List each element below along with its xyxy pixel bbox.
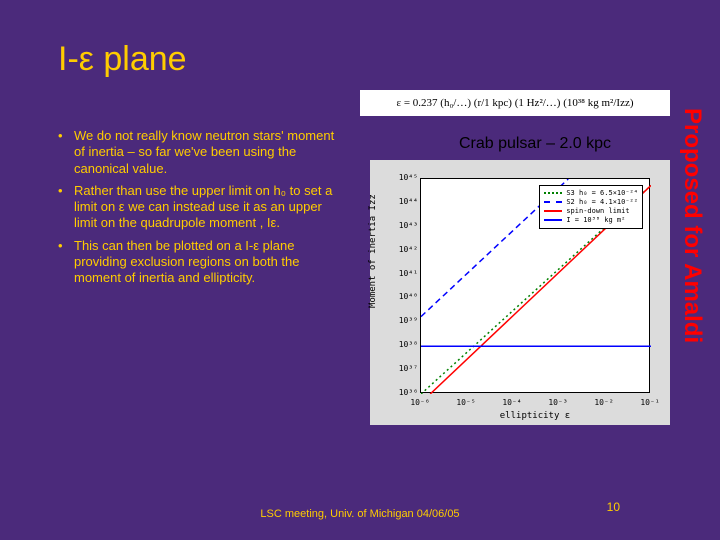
legend-label: spin-down limit <box>566 207 629 215</box>
xtick: 10⁻² <box>594 398 613 407</box>
xtick: 10⁻⁴ <box>502 398 521 407</box>
legend-swatch <box>544 219 562 221</box>
legend-swatch <box>544 201 562 203</box>
legend-label: S2 h₀ = 4.1×10⁻²² <box>566 198 638 206</box>
ytick: 10⁴³ <box>390 221 418 230</box>
page-title: I-ε plane <box>58 40 187 79</box>
legend-label: S3 h₀ = 6.5×10⁻²⁴ <box>566 189 638 197</box>
ytick: 10³⁸ <box>390 340 418 349</box>
ytick: 10³⁷ <box>390 364 418 373</box>
bullet-item: This can then be plotted on a I-ε plane … <box>58 238 338 287</box>
ytick: 10⁴⁵ <box>390 173 418 182</box>
xtick: 10⁻⁵ <box>456 398 475 407</box>
xtick: 10⁻³ <box>548 398 567 407</box>
chart-xlabel: ellipticity ε <box>420 411 650 421</box>
legend-swatch <box>544 210 562 212</box>
chart-legend: S3 h₀ = 6.5×10⁻²⁴S2 h₀ = 4.1×10⁻²²spin-d… <box>539 185 643 229</box>
plot-area: S3 h₀ = 6.5×10⁻²⁴S2 h₀ = 4.1×10⁻²²spin-d… <box>420 178 650 393</box>
bullet-list: We do not really know neutron stars' mom… <box>58 128 338 292</box>
bullet-item: We do not really know neutron stars' mom… <box>58 128 338 177</box>
chart: Moment of inertia Izz S3 h₀ = 6.5×10⁻²⁴S… <box>370 160 670 425</box>
legend-swatch <box>544 192 562 194</box>
legend-row: S2 h₀ = 4.1×10⁻²² <box>544 198 638 206</box>
xtick: 10⁻⁶ <box>410 398 429 407</box>
legend-row: spin-down limit <box>544 207 638 215</box>
ytick: 10³⁹ <box>390 316 418 325</box>
equation-box: ε = 0.237 (h₀/…) (r/1 kpc) (1 Hz²/…) (10… <box>360 90 670 116</box>
chart-title: Crab pulsar – 2.0 kpc <box>395 135 675 153</box>
ytick: 10⁴⁴ <box>390 197 418 206</box>
ytick: 10⁴² <box>390 245 418 254</box>
legend-row: I = 10³⁸ kg m² <box>544 216 638 224</box>
bullet-item: Rather than use the upper limit on h₀ to… <box>58 183 338 232</box>
page-number: 10 <box>607 500 620 514</box>
ytick: 10⁴¹ <box>390 269 418 278</box>
chart-ylabel: Moment of inertia Izz <box>368 195 378 309</box>
legend-label: I = 10³⁸ kg m² <box>566 216 625 224</box>
side-annotation: Proposed for Amaldi <box>678 108 706 343</box>
ytick: 10³⁶ <box>390 388 418 397</box>
ytick: 10⁴⁰ <box>390 292 418 301</box>
xtick: 10⁻¹ <box>640 398 659 407</box>
legend-row: S3 h₀ = 6.5×10⁻²⁴ <box>544 189 638 197</box>
